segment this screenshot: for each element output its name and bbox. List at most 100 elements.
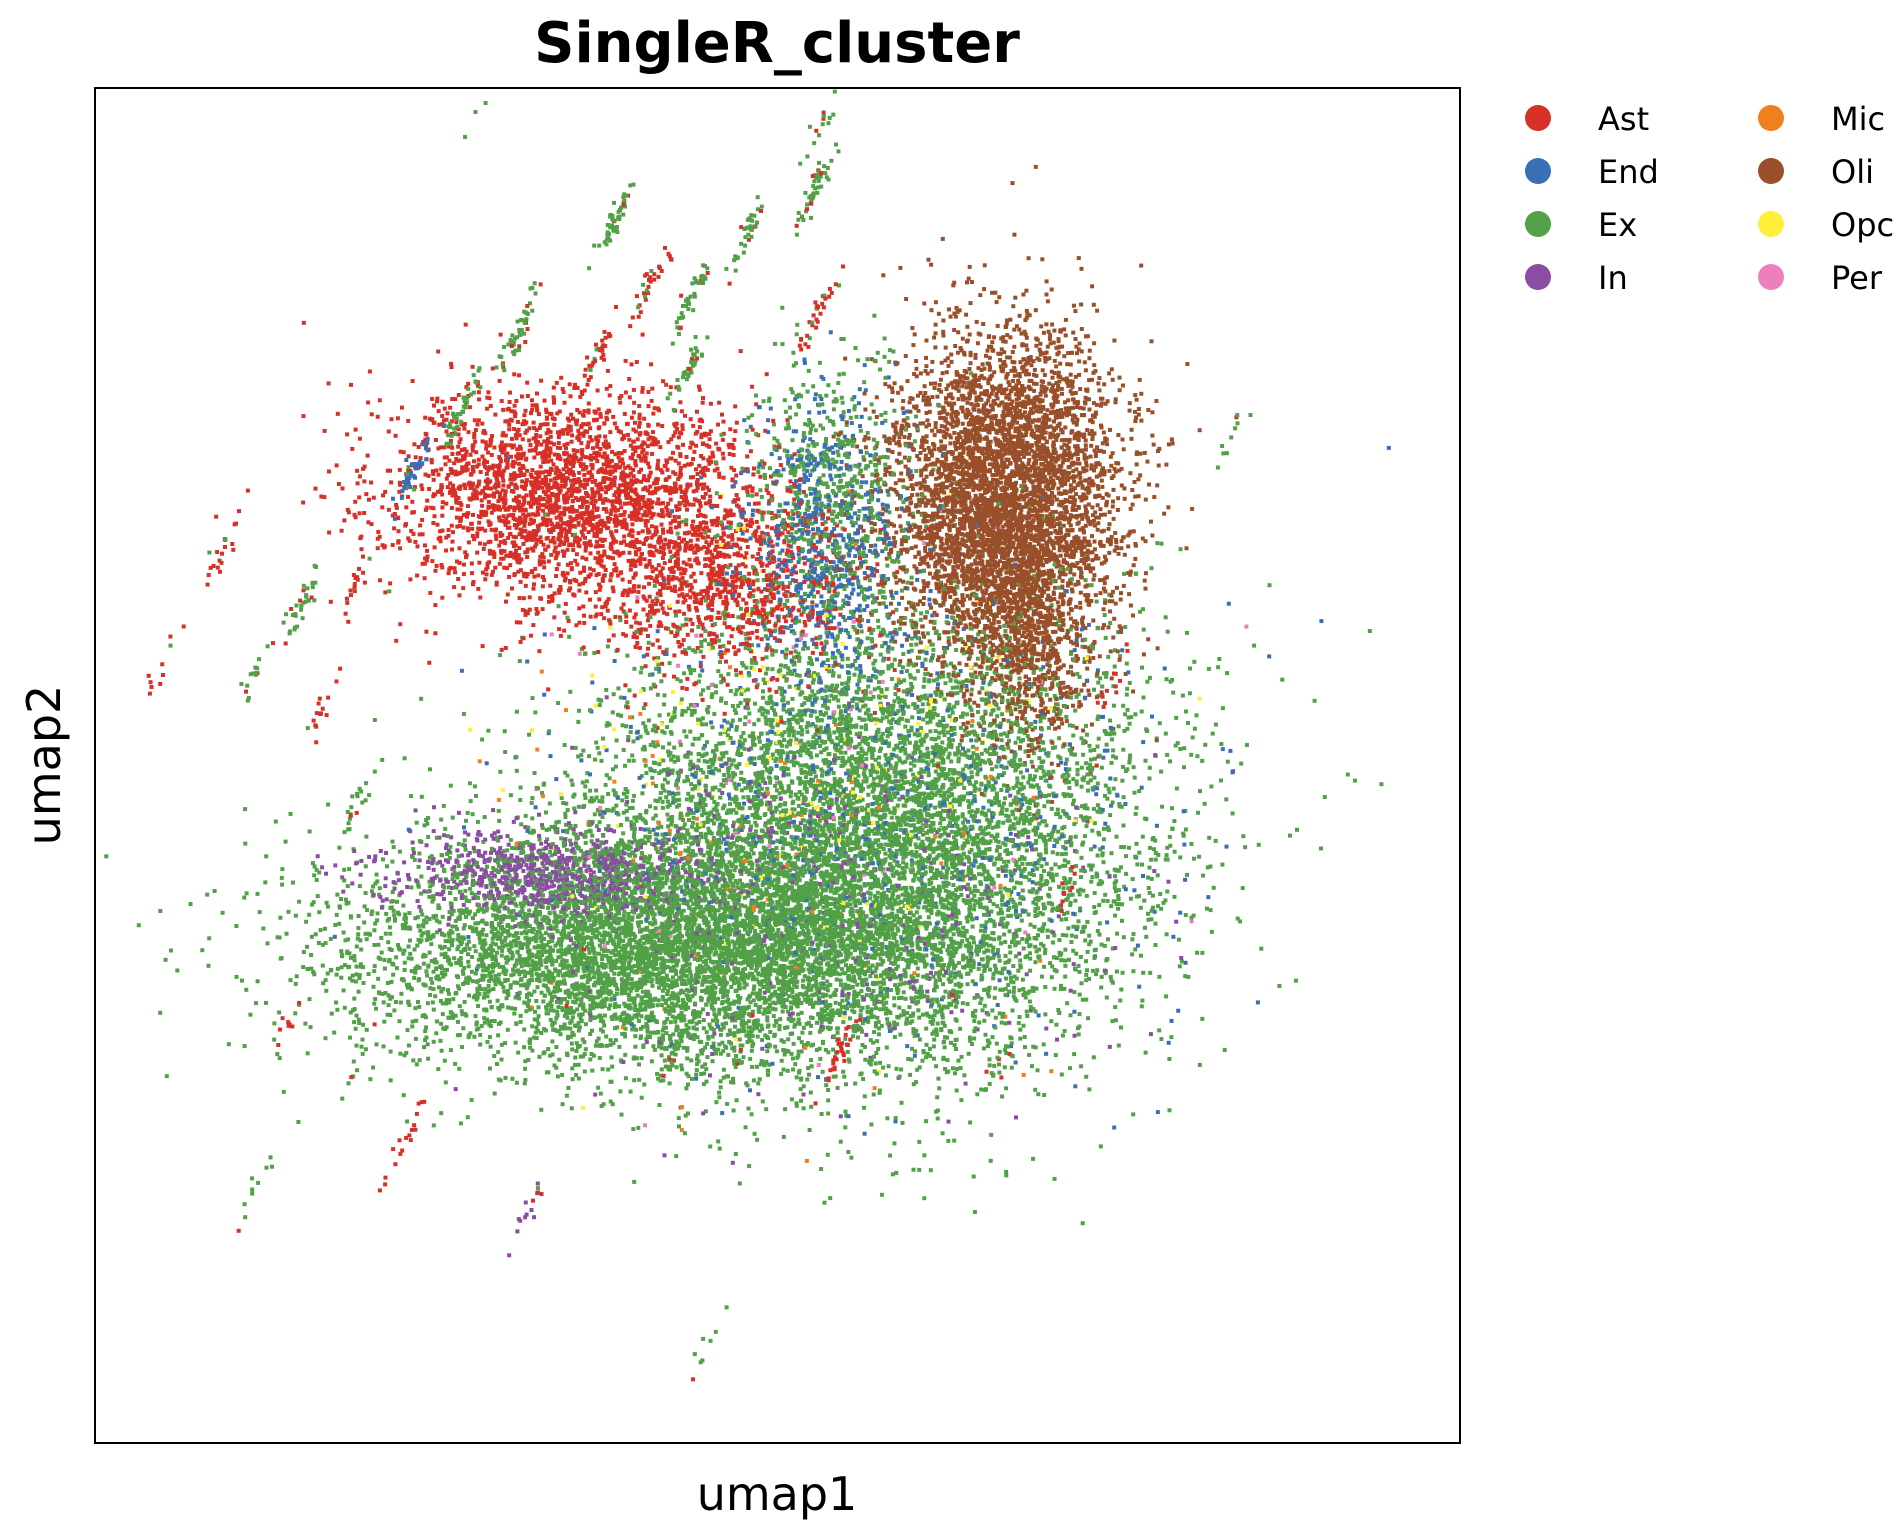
point-oli	[901, 399, 905, 403]
point-opc	[875, 765, 879, 769]
point-ex	[1139, 954, 1143, 958]
point-ex	[1050, 807, 1054, 811]
point-oli	[932, 336, 936, 340]
point-oli	[1122, 447, 1126, 451]
point-ex	[395, 966, 399, 970]
point-ex	[758, 1077, 762, 1081]
point-ex	[1099, 986, 1103, 990]
point-ex	[1069, 696, 1073, 700]
point-oli	[1107, 625, 1111, 629]
point-ex	[977, 967, 981, 971]
point-ex	[390, 860, 394, 864]
point-ex	[472, 1035, 476, 1039]
point-ex	[594, 741, 598, 745]
point-oli	[898, 266, 902, 270]
point-ex	[658, 713, 662, 717]
point-end	[1136, 944, 1140, 948]
point-ex	[227, 1042, 231, 1046]
point-ex	[961, 1001, 965, 1005]
point-ex	[917, 1140, 921, 1144]
point-ast	[376, 546, 380, 550]
point-ex	[714, 1052, 718, 1056]
point-ex	[1139, 906, 1143, 910]
point-ex	[906, 416, 910, 420]
point-ex	[1063, 858, 1067, 862]
point-oli	[1072, 480, 1076, 484]
point-ex	[824, 652, 828, 656]
point-oli	[1002, 350, 1006, 354]
point-end	[905, 1044, 909, 1048]
point-ast	[498, 379, 502, 383]
point-ex	[1000, 1095, 1004, 1099]
point-ex	[444, 1080, 448, 1084]
point-ex	[947, 674, 951, 678]
point-ex	[934, 979, 938, 983]
point-ast	[685, 508, 689, 512]
point-ex	[1078, 970, 1082, 974]
point-ast	[661, 607, 665, 611]
point-ex	[859, 1050, 863, 1054]
point-ex	[690, 825, 694, 829]
point-ex	[948, 752, 952, 756]
point-ex	[624, 1027, 628, 1031]
point-ast	[471, 365, 475, 369]
point-ex	[537, 1055, 541, 1059]
point-ast	[478, 596, 482, 600]
point-oli	[1096, 381, 1100, 385]
point-end	[926, 786, 930, 790]
point-ex	[584, 1047, 588, 1051]
point-ex	[711, 1059, 715, 1063]
point-ex	[721, 741, 725, 745]
point-ast	[400, 406, 404, 410]
point-ast	[577, 437, 581, 441]
point-ex	[475, 1028, 479, 1032]
point-ex	[582, 804, 586, 808]
point-ex	[1056, 830, 1060, 834]
point-ex	[772, 1014, 776, 1018]
point-ast	[706, 535, 710, 539]
point-ex	[866, 1005, 870, 1009]
point-oli	[900, 542, 904, 546]
point-ex	[518, 659, 522, 663]
point-ex	[263, 880, 267, 884]
point-ex	[584, 1022, 588, 1026]
point-ex	[874, 1062, 878, 1066]
point-ex	[995, 714, 999, 718]
point-ex	[1110, 737, 1114, 741]
point-ast	[613, 615, 617, 619]
point-ast	[559, 634, 563, 638]
point-ex	[473, 784, 477, 788]
point-ex	[925, 610, 929, 614]
point-ast	[479, 470, 483, 474]
point-ex	[632, 739, 636, 743]
point-ex	[669, 758, 673, 762]
point-ast	[644, 524, 648, 528]
point-ex	[624, 724, 628, 728]
point-oli	[922, 302, 926, 306]
point-ex	[1219, 779, 1223, 783]
point-ex	[1021, 889, 1025, 893]
point-ex	[877, 953, 881, 957]
point-ast	[722, 456, 726, 460]
point-ex	[1085, 824, 1089, 828]
point-ex	[921, 718, 925, 722]
point-ex	[1110, 851, 1114, 855]
point-ex	[866, 636, 870, 640]
point-ast	[717, 611, 721, 615]
point-oli	[1054, 364, 1058, 368]
point-ast	[414, 455, 418, 459]
point-ex	[355, 1044, 359, 1048]
point-ast	[427, 474, 431, 478]
point-end	[629, 725, 633, 729]
point-ast	[607, 639, 611, 643]
point-ex	[1033, 914, 1037, 918]
point-in	[397, 878, 401, 882]
point-ex	[430, 981, 434, 985]
point-ex	[669, 1020, 673, 1024]
point-in	[708, 1073, 712, 1077]
point-oli	[863, 408, 867, 412]
point-ex	[601, 1067, 605, 1071]
point-ex	[684, 518, 688, 522]
point-ex	[805, 725, 809, 729]
point-ex	[719, 1033, 723, 1037]
